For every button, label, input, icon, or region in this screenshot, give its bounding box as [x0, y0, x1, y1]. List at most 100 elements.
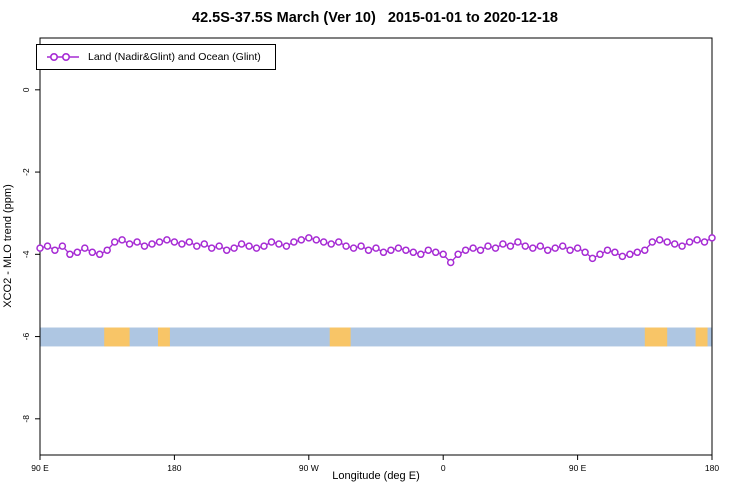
data-point-marker	[402, 246, 410, 254]
data-point-marker	[700, 238, 709, 246]
data-point-marker	[342, 242, 350, 250]
data-point-marker	[685, 238, 694, 246]
data-point-marker	[207, 244, 216, 252]
y-axis-label: XCO2 - MLO trend (ppm)	[2, 184, 14, 308]
data-point-marker	[476, 246, 485, 254]
data-point-marker	[58, 242, 67, 250]
data-point-marker	[439, 250, 447, 259]
data-point-marker	[73, 248, 82, 257]
data-point-marker	[66, 250, 74, 259]
land-patch	[157, 327, 170, 347]
data-point-marker	[43, 242, 52, 250]
land-patch	[104, 327, 130, 347]
y-tick-label: 0	[21, 87, 31, 92]
data-point-marker	[334, 238, 343, 246]
data-point-marker	[678, 242, 686, 250]
data-point-marker	[693, 236, 701, 244]
data-point-marker	[514, 238, 522, 246]
data-point-marker	[51, 246, 59, 254]
data-point-marker	[469, 244, 477, 252]
y-tick-label: -6	[21, 333, 31, 341]
x-tick-label: 0	[441, 463, 446, 473]
data-point-marker	[349, 244, 358, 252]
data-point-marker	[655, 236, 664, 244]
data-point-marker	[431, 248, 440, 257]
data-point-marker	[81, 244, 89, 252]
data-point-marker	[521, 242, 530, 250]
data-point-marker	[551, 244, 559, 252]
data-point-marker	[260, 242, 268, 250]
legend-line-marker-icon	[47, 52, 79, 62]
data-point-marker	[252, 244, 261, 252]
data-point-marker	[409, 248, 418, 257]
x-tick-label: 90 E	[569, 463, 587, 473]
data-point-marker	[626, 250, 634, 259]
data-point-marker	[155, 238, 164, 246]
y-tick-label: -2	[21, 168, 31, 176]
data-point-marker	[491, 244, 500, 252]
land-patch	[695, 327, 708, 347]
data-point-marker	[125, 240, 134, 248]
data-point-marker	[193, 242, 201, 250]
data-point-marker	[596, 250, 604, 259]
data-point-marker	[133, 238, 141, 246]
data-point-marker	[611, 248, 619, 257]
data-point-marker	[282, 242, 291, 250]
data-point-marker	[529, 244, 537, 252]
y-tick-label: -8	[21, 415, 31, 423]
data-point-marker	[230, 244, 238, 252]
x-tick-label: 90 W	[299, 463, 319, 473]
data-point-marker	[506, 242, 515, 250]
data-point-marker	[618, 252, 627, 261]
data-point-marker	[379, 248, 388, 257]
ocean-band	[40, 327, 712, 347]
data-point-marker	[312, 236, 321, 244]
x-tick-label: 90 E	[31, 463, 49, 473]
data-point-marker	[708, 234, 716, 242]
data-point-marker	[245, 242, 253, 250]
data-point-marker	[237, 240, 246, 248]
data-point-marker	[394, 244, 403, 252]
data-point-marker	[670, 240, 679, 248]
data-point-marker	[95, 250, 104, 259]
data-point-marker	[372, 244, 380, 252]
data-point-marker	[305, 234, 313, 242]
data-point-marker	[327, 240, 335, 248]
data-point-marker	[364, 246, 373, 254]
data-point-marker	[536, 242, 545, 250]
data-point-marker	[588, 254, 597, 263]
data-point-marker	[185, 238, 194, 246]
data-point-marker	[573, 244, 582, 252]
data-point-marker	[215, 242, 223, 250]
data-point-marker	[290, 238, 298, 246]
data-point-marker	[170, 238, 179, 246]
data-point-marker	[424, 246, 433, 254]
data-point-marker	[581, 248, 589, 257]
data-point-marker	[387, 246, 395, 254]
legend-label: Land (Nadir&Glint) and Ocean (Glint)	[88, 51, 261, 63]
data-point-marker	[319, 238, 328, 246]
data-point-marker	[558, 242, 567, 250]
data-point-marker	[543, 246, 552, 254]
chart-title: 42.5S-37.5S March (Ver 10) 2015-01-01 to…	[192, 10, 558, 26]
data-point-marker	[222, 246, 231, 254]
x-tick-label: 180	[167, 463, 181, 473]
data-point-marker	[499, 240, 507, 248]
data-point-marker	[88, 248, 97, 257]
data-point-marker	[200, 240, 209, 248]
data-point-marker	[648, 238, 657, 246]
data-point-marker	[454, 250, 462, 259]
legend: Land (Nadir&Glint) and Ocean (Glint)	[36, 44, 276, 70]
data-point-marker	[118, 236, 126, 244]
data-point-marker	[641, 246, 649, 254]
data-point-marker	[357, 242, 365, 250]
data-point-marker	[103, 246, 111, 254]
land-patch	[329, 327, 351, 347]
data-point-marker	[417, 250, 425, 259]
data-point-marker	[110, 238, 119, 246]
x-axis-label: Longitude (deg E)	[332, 470, 420, 482]
data-point-marker	[148, 240, 156, 248]
data-point-marker	[297, 236, 306, 244]
